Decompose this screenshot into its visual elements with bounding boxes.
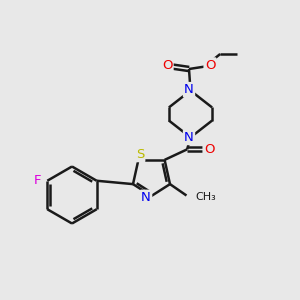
Text: O: O <box>162 58 172 72</box>
Text: S: S <box>136 148 144 161</box>
Text: F: F <box>34 174 41 187</box>
Text: N: N <box>184 83 194 96</box>
Text: O: O <box>205 58 215 72</box>
Text: N: N <box>184 131 194 144</box>
Text: N: N <box>141 191 151 204</box>
Text: O: O <box>204 143 214 156</box>
Text: CH₃: CH₃ <box>195 192 216 202</box>
